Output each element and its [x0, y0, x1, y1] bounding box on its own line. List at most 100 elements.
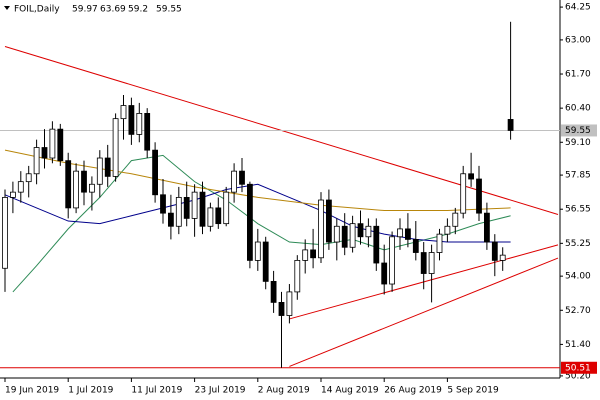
x-tick-label: 2 Aug 2019: [258, 386, 310, 396]
y-tick-label: 63.00: [565, 35, 591, 45]
candle-body: [270, 280, 277, 303]
x-tick-label: 19 Jun 2019: [5, 386, 59, 396]
y-tick-label: 52.70: [565, 306, 591, 316]
candle-body: [491, 241, 498, 261]
candle-body: [73, 170, 79, 209]
y-tick-label: 51.40: [565, 340, 591, 350]
candle-body: [207, 207, 214, 227]
candle-body: [294, 259, 301, 293]
candle-body: [436, 233, 443, 253]
moving-average: [4, 149, 511, 212]
level-label-box: [561, 361, 597, 374]
trendline: [289, 257, 559, 367]
candle-body: [49, 128, 56, 159]
candle-body: [444, 225, 451, 235]
y-tick-label: 59.10: [565, 138, 591, 148]
candle-body: [41, 147, 48, 159]
candle-body: [397, 228, 403, 238]
candle-body: [483, 212, 490, 243]
y-tick-label: 56.55: [565, 205, 591, 215]
candle-body: [310, 249, 317, 259]
candle-body: [404, 228, 411, 240]
candle-body: [452, 212, 459, 227]
candle-body: [33, 147, 40, 175]
candle-body: [65, 160, 72, 209]
candle-body: [25, 173, 32, 183]
symbol-icon: [4, 6, 10, 10]
x-tick-label: 11 Jul 2019: [131, 386, 182, 396]
chart-title: FOIL,Daily: [14, 5, 60, 15]
y-tick-label: 64.25: [565, 3, 591, 13]
candle-body: [183, 196, 190, 219]
candle-body: [112, 118, 119, 177]
candle-body: [136, 113, 143, 135]
candle-body: [239, 170, 245, 185]
y-tick-label: 50.20: [565, 371, 591, 381]
candle-body: [96, 157, 103, 185]
x-tick-label: 5 Sep 2019: [447, 386, 499, 396]
candle-body: [104, 157, 111, 177]
candle-body: [262, 241, 269, 282]
moving-average: [12, 154, 511, 293]
level-label: 50.51: [565, 363, 591, 373]
candle-body: [499, 254, 506, 261]
candle-body: [325, 199, 332, 243]
candle-body: [254, 241, 261, 261]
y-tick-label: 60.40: [565, 104, 591, 114]
candle-body: [199, 191, 206, 227]
candle-body: [333, 225, 340, 243]
header-high: 63.69: [100, 5, 126, 15]
candle-body: [2, 196, 8, 269]
candle-body: [318, 199, 324, 259]
y-tick-label: 61.70: [565, 70, 591, 80]
candle-body: [215, 207, 222, 225]
candle-body: [428, 252, 435, 274]
candle-body: [389, 236, 396, 285]
header-low: 59.2: [128, 5, 148, 15]
x-tick-label: 23 Jul 2019: [195, 386, 246, 396]
moving-average: [4, 183, 511, 243]
candle-body: [144, 113, 151, 151]
candle-body: [302, 249, 309, 261]
candle-body: [278, 301, 285, 316]
candle-body: [286, 291, 293, 316]
candle-body: [246, 183, 253, 261]
candle-body: [223, 191, 230, 225]
candle-body: [17, 181, 24, 193]
candle-body: [152, 149, 159, 196]
candle-body: [9, 191, 16, 198]
x-tick-label: 14 Aug 2019: [321, 386, 379, 396]
x-tick-label: 26 Aug 2019: [384, 386, 442, 396]
y-tick-label: 57.85: [565, 171, 591, 181]
candle-body: [365, 225, 372, 238]
candle-body: [460, 173, 467, 214]
candle-body: [81, 170, 87, 193]
x-tick-label: 1 Jul 2019: [68, 386, 113, 396]
candle-body: [160, 194, 166, 214]
header-close: 59.55: [156, 5, 182, 15]
candle-body: [468, 173, 475, 180]
current-price-label: 59.55: [565, 126, 591, 136]
candle-body: [476, 178, 482, 214]
candle-body: [128, 105, 135, 135]
candle-body: [231, 170, 238, 193]
candle-body: [349, 223, 356, 248]
candle-body: [167, 212, 174, 227]
candle-body: [89, 183, 95, 193]
candle-body: [175, 196, 182, 227]
y-tick-label: 55.25: [565, 239, 591, 249]
candle-body: [357, 223, 364, 238]
candle-body: [412, 238, 419, 253]
candle-body: [341, 225, 348, 248]
candle-body: [420, 252, 427, 274]
candle-body: [57, 128, 64, 162]
candle-body: [507, 119, 514, 131]
candle-body: [381, 262, 388, 285]
current-price-box: [561, 124, 597, 137]
y-tick-label: 54.00: [565, 272, 591, 282]
candle-body: [120, 105, 127, 120]
header-open: 59.97: [72, 5, 98, 15]
